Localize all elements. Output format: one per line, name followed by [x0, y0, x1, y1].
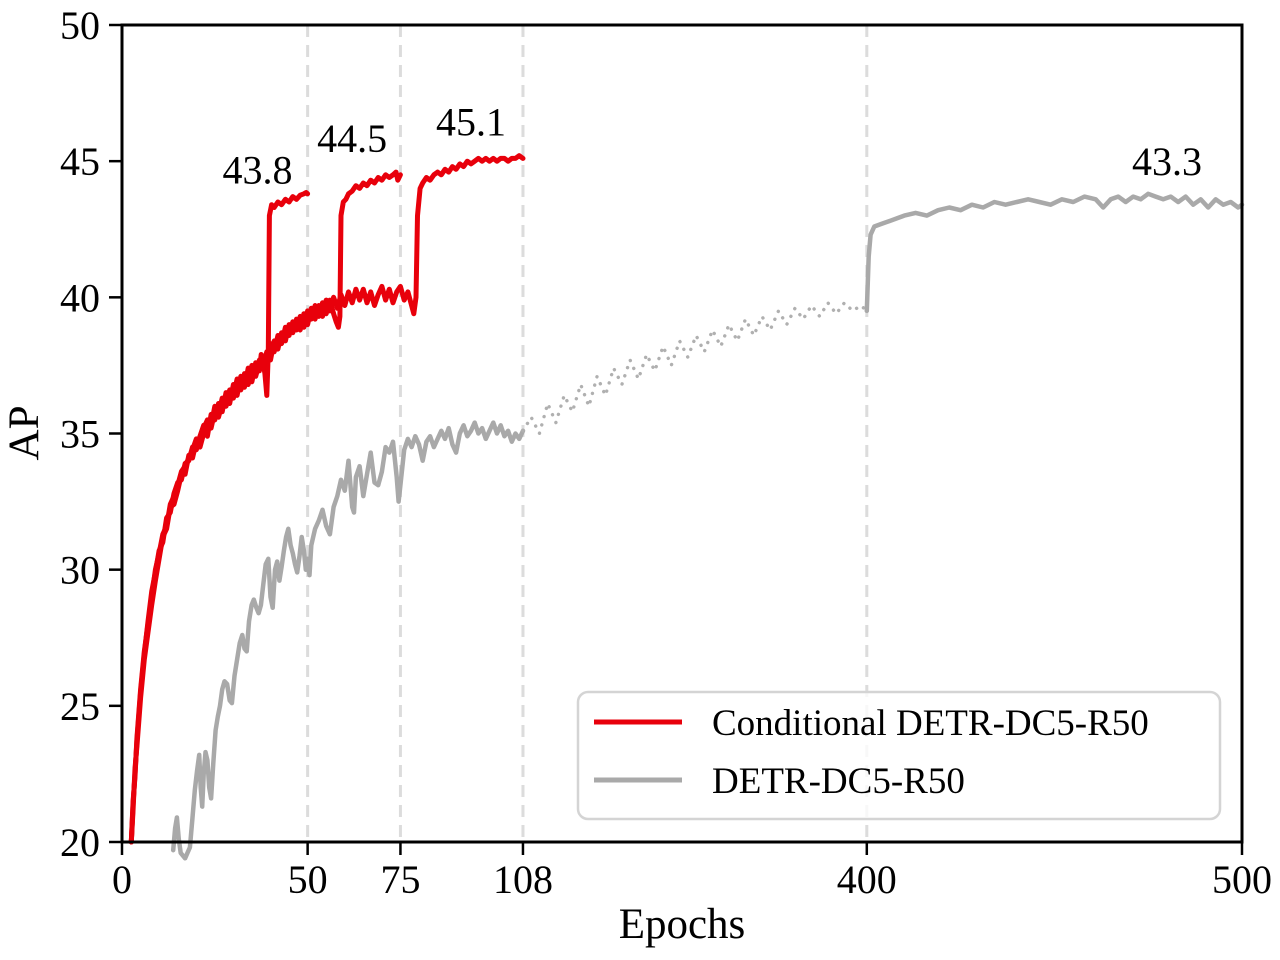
annotation-45.1: 45.1 [436, 100, 506, 145]
y-tick-label-30: 30 [60, 548, 100, 593]
series-line-conditional-detr-run-75ep [128, 169, 403, 845]
y-tick-label-45: 45 [60, 139, 100, 184]
legend-box [576, 690, 1222, 821]
y-tick-label-35: 35 [60, 412, 100, 457]
series-line-conditional-detr-run-50ep [128, 190, 311, 845]
legend: Conditional DETR-DC5-R50 DETR-DC5-R50 [576, 690, 1222, 821]
x-tick-label-75: 75 [380, 857, 420, 902]
x-tick-label-0: 0 [112, 857, 132, 902]
y-tick-label-50: 50 [60, 3, 100, 48]
annotation-44.5: 44.5 [317, 116, 387, 161]
y-tick-label-25: 25 [60, 684, 100, 729]
legend-label-conditional-detr: Conditional DETR-DC5-R50 [712, 703, 1149, 744]
y-axis-title: AP [1, 406, 48, 461]
x-tick-label-400: 400 [837, 857, 897, 902]
x-tick-label-500: 500 [1212, 857, 1272, 902]
y-axis-ticks: 20 25 30 35 40 45 50 [60, 3, 122, 865]
series-line-conditional-detr-run-108ep [128, 153, 526, 845]
series-line-detr-dotted-mid [521, 301, 869, 436]
x-axis-ticks: 0 50 75 108 400 500 [112, 842, 1272, 902]
y-tick-label-40: 40 [60, 275, 100, 320]
series-line-detr-solid-late [864, 191, 1245, 314]
annotations: 43.8 44.5 45.1 43.3 [223, 100, 1202, 193]
annotation-43.3: 43.3 [1132, 139, 1202, 184]
x-tick-label-108: 108 [493, 857, 553, 902]
x-tick-label-50: 50 [288, 857, 328, 902]
y-tick-label-20: 20 [60, 820, 100, 865]
legend-label-detr: DETR-DC5-R50 [712, 761, 965, 802]
series-lines [128, 153, 1245, 861]
annotation-43.8: 43.8 [223, 147, 293, 192]
series-line-detr-solid-early [170, 420, 526, 861]
x-axis-title: Epochs [619, 901, 746, 948]
